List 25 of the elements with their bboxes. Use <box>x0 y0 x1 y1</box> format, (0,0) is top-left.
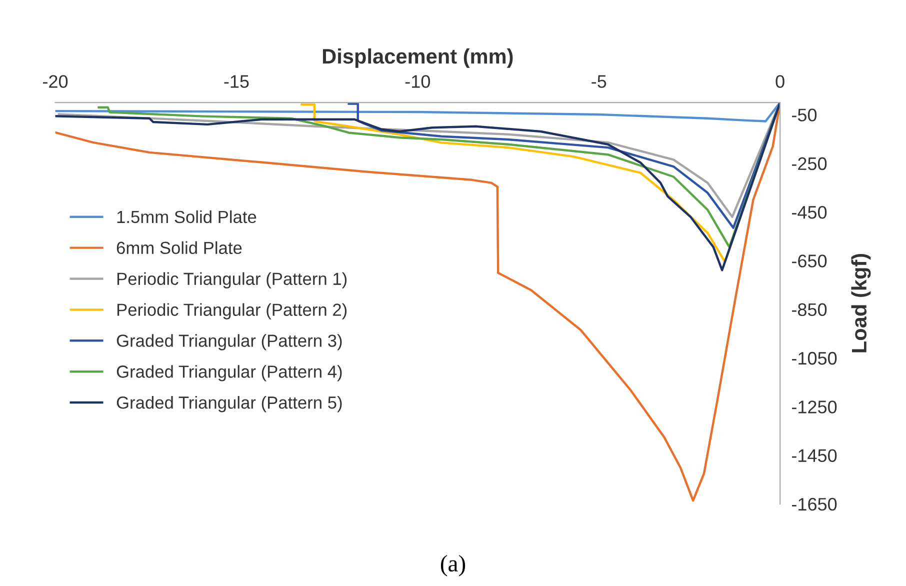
x-axis-title: Displacement (mm) <box>322 48 513 68</box>
y-tick-label: -850 <box>792 303 827 316</box>
legend-label: Graded Triangular (Pattern 3) <box>116 334 342 350</box>
y-tick-label: -50 <box>792 108 817 122</box>
x-tick-label: -10 <box>405 75 430 88</box>
legend-label: Periodic Triangular (Pattern 2) <box>117 303 347 320</box>
x-tick-label: -15 <box>224 75 249 88</box>
y-axis-title: Load (kgf) <box>851 254 871 352</box>
legend-label: 6mm Solid Plate <box>116 241 242 254</box>
x-tick-label: 0 <box>776 75 784 88</box>
y-tick-label: -250 <box>792 157 827 170</box>
line-series <box>348 102 780 229</box>
text: (a) <box>440 554 466 576</box>
legend-label: 1.5mm Solid Plate <box>117 210 256 224</box>
y-tick-label: -650 <box>792 254 827 268</box>
y-tick-label: -1450 <box>792 449 837 462</box>
legend-label: Periodic Triangular (Pattern 1) <box>117 272 347 288</box>
y-tick-label: -450 <box>792 206 827 219</box>
legend-label: Graded Triangular (Pattern 5) <box>116 396 342 412</box>
y-tick-label: -1250 <box>792 400 837 414</box>
legend-label: Graded Triangular (Pattern 4) <box>116 365 342 382</box>
x-tick-label: -5 <box>592 75 606 88</box>
x-tick-label: -20 <box>43 75 68 88</box>
y-tick-label: -1650 <box>792 498 837 511</box>
y-tick-label: -1050 <box>792 352 837 365</box>
